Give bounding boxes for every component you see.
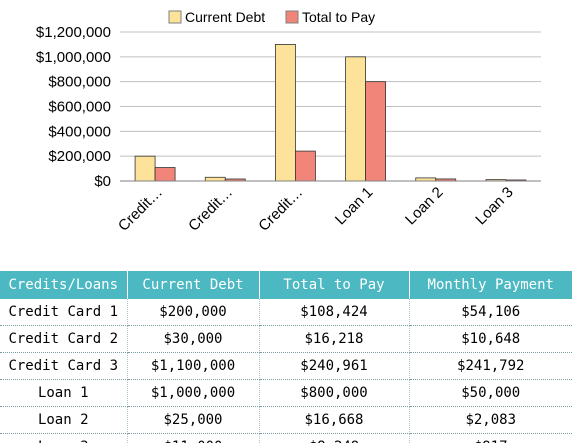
row-name: Loan 2 bbox=[0, 406, 128, 434]
table-row: Credit Card 3 $1,100,000 $240,961 $241,792 bbox=[0, 352, 572, 380]
y-tick-label: $800,000 bbox=[48, 74, 111, 91]
row-name: Credit Card 2 bbox=[0, 325, 128, 353]
table-row: Credit Card 2 $30,000 $16,218 $10,648 bbox=[0, 325, 572, 353]
row-total-to-pay: $8,249 bbox=[259, 433, 410, 443]
y-tick-label: $200,000 bbox=[48, 148, 111, 165]
row-current-debt: $1,000,000 bbox=[127, 379, 260, 407]
header-monthly-payment: Monthly Payment bbox=[409, 271, 572, 299]
header-total-to-pay: Total to Pay bbox=[259, 271, 410, 299]
legend-swatch-current-debt bbox=[168, 10, 182, 24]
legend-label-current-debt: Current Debt bbox=[185, 9, 265, 25]
x-tick-label: Credit… bbox=[185, 184, 236, 235]
y-tick-label: $0 bbox=[94, 173, 111, 190]
chart-legend: Current Debt Total to Pay bbox=[168, 9, 375, 25]
row-monthly-payment: $2,083 bbox=[409, 406, 572, 434]
row-monthly-payment: $10,648 bbox=[409, 325, 572, 353]
x-tick-label: Loan 1 bbox=[332, 184, 376, 228]
legend-swatch-total-to-pay bbox=[285, 10, 299, 24]
table-header-row: Credits/Loans Current Debt Total to Pay … bbox=[0, 271, 572, 299]
row-monthly-payment: $241,792 bbox=[409, 352, 572, 380]
chart-gridlines bbox=[120, 31, 541, 182]
table-row: Loan 2 $25,000 $16,668 $2,083 bbox=[0, 406, 572, 434]
row-monthly-payment: $917 bbox=[409, 433, 572, 443]
debt-bar-chart: Current Debt Total to Pay $0 $200,000 $400… bbox=[36, 9, 541, 235]
x-tick-label: Credit… bbox=[255, 184, 306, 235]
header-credits-loans: Credits/Loans bbox=[0, 271, 128, 299]
row-total-to-pay: $108,424 bbox=[259, 299, 410, 326]
row-monthly-payment: $50,000 bbox=[409, 379, 572, 407]
y-axis-tick-labels: $0 $200,000 $400,000 $600,000 $800,000 $1,000… bbox=[36, 24, 111, 190]
x-axis-tick-labels: Credit… Credit… Credit… Loan 1 Loan 2 Loan 3 bbox=[115, 184, 517, 235]
bar-current-debt bbox=[345, 56, 366, 182]
x-tick-label: Credit… bbox=[115, 184, 166, 235]
bar-current-debt bbox=[275, 44, 296, 182]
table-row: Credit Card 1 $200,000 $108,424 $54,106 bbox=[0, 299, 572, 326]
row-name: Credit Card 1 bbox=[0, 299, 128, 326]
row-current-debt: $1,100,000 bbox=[127, 352, 260, 380]
x-tick-label: Loan 2 bbox=[402, 184, 446, 228]
legend-label-total-to-pay: Total to Pay bbox=[302, 9, 375, 25]
bar-current-debt bbox=[134, 155, 156, 182]
row-monthly-payment: $54,106 bbox=[409, 299, 572, 326]
y-tick-label: $1,200,000 bbox=[36, 24, 111, 41]
row-current-debt: $11,000 bbox=[127, 433, 260, 443]
row-name: Loan 1 bbox=[0, 379, 128, 407]
header-current-debt: Current Debt bbox=[127, 271, 260, 299]
row-total-to-pay: $16,218 bbox=[259, 325, 410, 353]
table-row: Loan 1 $1,000,000 $800,000 $50,000 bbox=[0, 379, 572, 407]
bar-total-to-pay bbox=[154, 167, 176, 182]
bar-total-to-pay bbox=[365, 81, 386, 182]
y-tick-label: $1,000,000 bbox=[36, 49, 111, 66]
bar-total-to-pay bbox=[295, 150, 316, 182]
row-total-to-pay: $16,668 bbox=[259, 406, 410, 434]
x-tick-label: Loan 3 bbox=[472, 184, 516, 228]
row-current-debt: $200,000 bbox=[127, 299, 260, 326]
debt-table: Credits/Loans Current Debt Total to Pay … bbox=[0, 271, 572, 443]
y-tick-label: $600,000 bbox=[48, 99, 111, 116]
row-name: Loan 3 bbox=[0, 433, 128, 443]
row-total-to-pay: $800,000 bbox=[259, 379, 410, 407]
row-current-debt: $30,000 bbox=[127, 325, 260, 353]
row-name: Credit Card 3 bbox=[0, 352, 128, 380]
row-current-debt: $25,000 bbox=[127, 406, 260, 434]
table-row: Loan 3$11,000$8,249$917 bbox=[0, 433, 572, 443]
y-tick-label: $400,000 bbox=[48, 123, 111, 140]
debt-table-container: Credits/Loans Current Debt Total to Pay … bbox=[0, 271, 572, 443]
bar-current-debt bbox=[204, 176, 226, 182]
chart-bars bbox=[120, 44, 541, 182]
row-total-to-pay: $240,961 bbox=[259, 352, 410, 380]
